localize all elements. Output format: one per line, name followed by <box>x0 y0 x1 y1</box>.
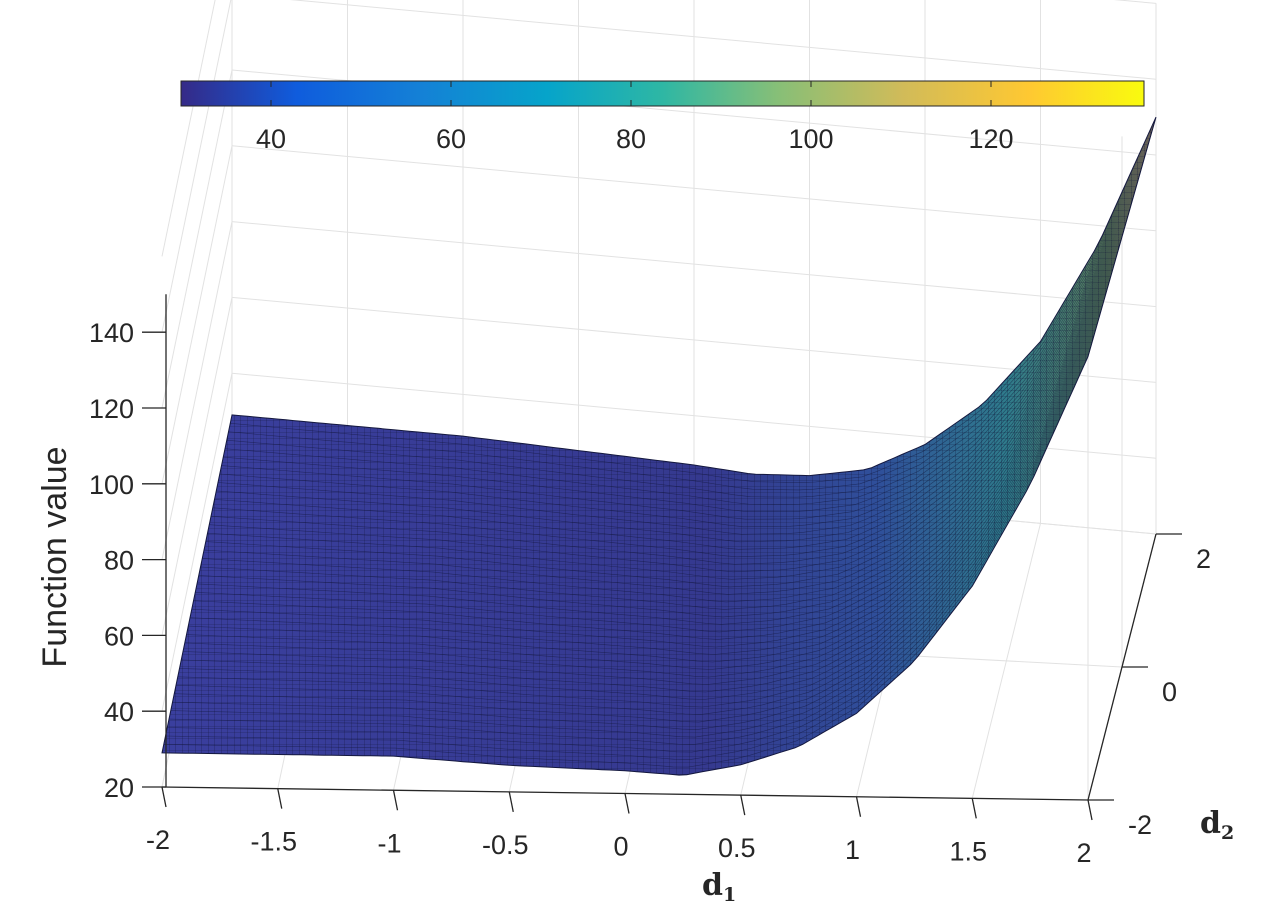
x-axis-label-main: d <box>702 868 723 903</box>
x-axis-label: d1 <box>702 868 736 906</box>
z-tick-label: 120 <box>89 394 134 424</box>
x-tick-label: 0.5 <box>718 833 756 863</box>
x-tick-label: -2 <box>146 825 170 855</box>
surface-contour-line <box>193 248 1119 640</box>
x-tick <box>508 791 514 813</box>
surface-contour-line <box>182 284 1109 685</box>
grid-side-horizontal <box>161 373 233 712</box>
y-tick-label: -2 <box>1128 810 1152 840</box>
surface-contour-line <box>202 218 1128 603</box>
x-tick <box>392 790 399 811</box>
surface-contour-line <box>228 128 1153 491</box>
surface-contour-line <box>172 320 1099 730</box>
grid-back-horizontal <box>231 145 1157 232</box>
z-tick-label: 140 <box>89 318 134 348</box>
x-tick-label: -1 <box>377 828 401 858</box>
surface-contour-line <box>200 224 1126 610</box>
surface-contour-line <box>191 254 1118 648</box>
surface-contour-line <box>223 146 1148 513</box>
surface-contour-line <box>205 206 1131 588</box>
z-tick-label: 100 <box>89 470 134 500</box>
x-tick-label: -0.5 <box>482 830 529 860</box>
surface-contour-line <box>175 308 1102 715</box>
surface-contour-line <box>217 164 1143 535</box>
surface-contour-line <box>216 170 1141 543</box>
z-tick-label: 20 <box>104 773 134 803</box>
colorbar: 40 60 80 100 120 <box>180 80 1145 154</box>
surface-contour-line <box>221 152 1147 520</box>
surface-contour-line <box>181 290 1107 693</box>
surface-contour-line <box>165 344 1092 760</box>
surface-contour-line <box>167 338 1094 753</box>
surface-contour-line <box>219 158 1145 528</box>
x-tick <box>971 798 977 819</box>
surface-contour-line <box>209 194 1135 573</box>
grid-back-horizontal <box>231 221 1157 308</box>
surface-contour-line <box>174 314 1101 723</box>
grid-side-horizontal <box>161 0 232 333</box>
x-tick-label: -1.5 <box>250 827 297 857</box>
surface-contour-line <box>224 140 1150 505</box>
grid-side-horizontal <box>161 69 233 409</box>
surface-mesh-lines <box>162 117 1156 776</box>
colorbar-tick-label: 60 <box>436 124 466 154</box>
surface-contour-line <box>186 272 1113 670</box>
z-tick-label: 60 <box>104 621 134 651</box>
surface-contour-line <box>163 350 1090 768</box>
surface-contour-line <box>188 266 1114 663</box>
z-tick-label: 40 <box>104 697 134 727</box>
grid-box-left <box>161 0 216 257</box>
z-axis-label: Function value <box>36 446 74 667</box>
surface-mesh <box>161 116 1157 776</box>
x-tick <box>277 788 283 809</box>
x-axis-label-sub: 1 <box>723 884 736 906</box>
grid-side-horizontal <box>161 145 233 484</box>
y-axis-label: d2 <box>1200 806 1234 844</box>
colorbar-tick-label: 40 <box>256 124 286 154</box>
surface-contour-line <box>177 302 1104 708</box>
surface-contour-line <box>226 134 1152 498</box>
x-tick <box>855 796 862 817</box>
grid-side-horizontal <box>161 221 233 560</box>
surface-contour-line <box>207 200 1133 580</box>
y-tick-label: 0 <box>1162 677 1177 707</box>
x-tick-label: 0 <box>613 832 628 862</box>
surface-contour-line <box>196 236 1123 625</box>
colorbar-tick-label: 100 <box>788 124 833 154</box>
surface-contour-line <box>230 122 1155 484</box>
colorbar-tick-label: 120 <box>968 124 1013 154</box>
x-tick <box>161 786 167 808</box>
surface-contour-line <box>212 182 1138 558</box>
y-tick-label: 2 <box>1196 544 1211 574</box>
surface-contour-line <box>203 212 1130 595</box>
surface-contour-line <box>189 260 1116 655</box>
grid-back-horizontal <box>231 296 1157 383</box>
colorbar-gradient <box>180 80 1145 107</box>
y-axis-label-main: d <box>1200 806 1221 841</box>
surface-contour-line <box>198 230 1124 618</box>
surface-contour-line <box>168 332 1096 745</box>
x-tick <box>1087 799 1093 821</box>
x-tick-label: 1.5 <box>949 836 987 866</box>
surface-contour-line <box>195 242 1121 633</box>
x-tick <box>740 794 746 816</box>
grid-side-horizontal <box>161 297 233 636</box>
surface-contour-line <box>210 188 1136 565</box>
surface-contour-line <box>184 278 1111 678</box>
surface-contour-line <box>179 296 1106 700</box>
surface-contour-line <box>214 176 1140 550</box>
y-axis-label-sub: 2 <box>1221 822 1234 844</box>
z-tick-label: 80 <box>104 546 134 576</box>
x-tick <box>624 793 630 814</box>
grid-back-horizontal <box>289 0 1157 80</box>
x-tick-label: 2 <box>1076 838 1091 868</box>
colorbar-tick-label: 80 <box>616 124 646 154</box>
x-tick-label: 1 <box>845 835 860 865</box>
surface-contour-line <box>170 326 1097 738</box>
